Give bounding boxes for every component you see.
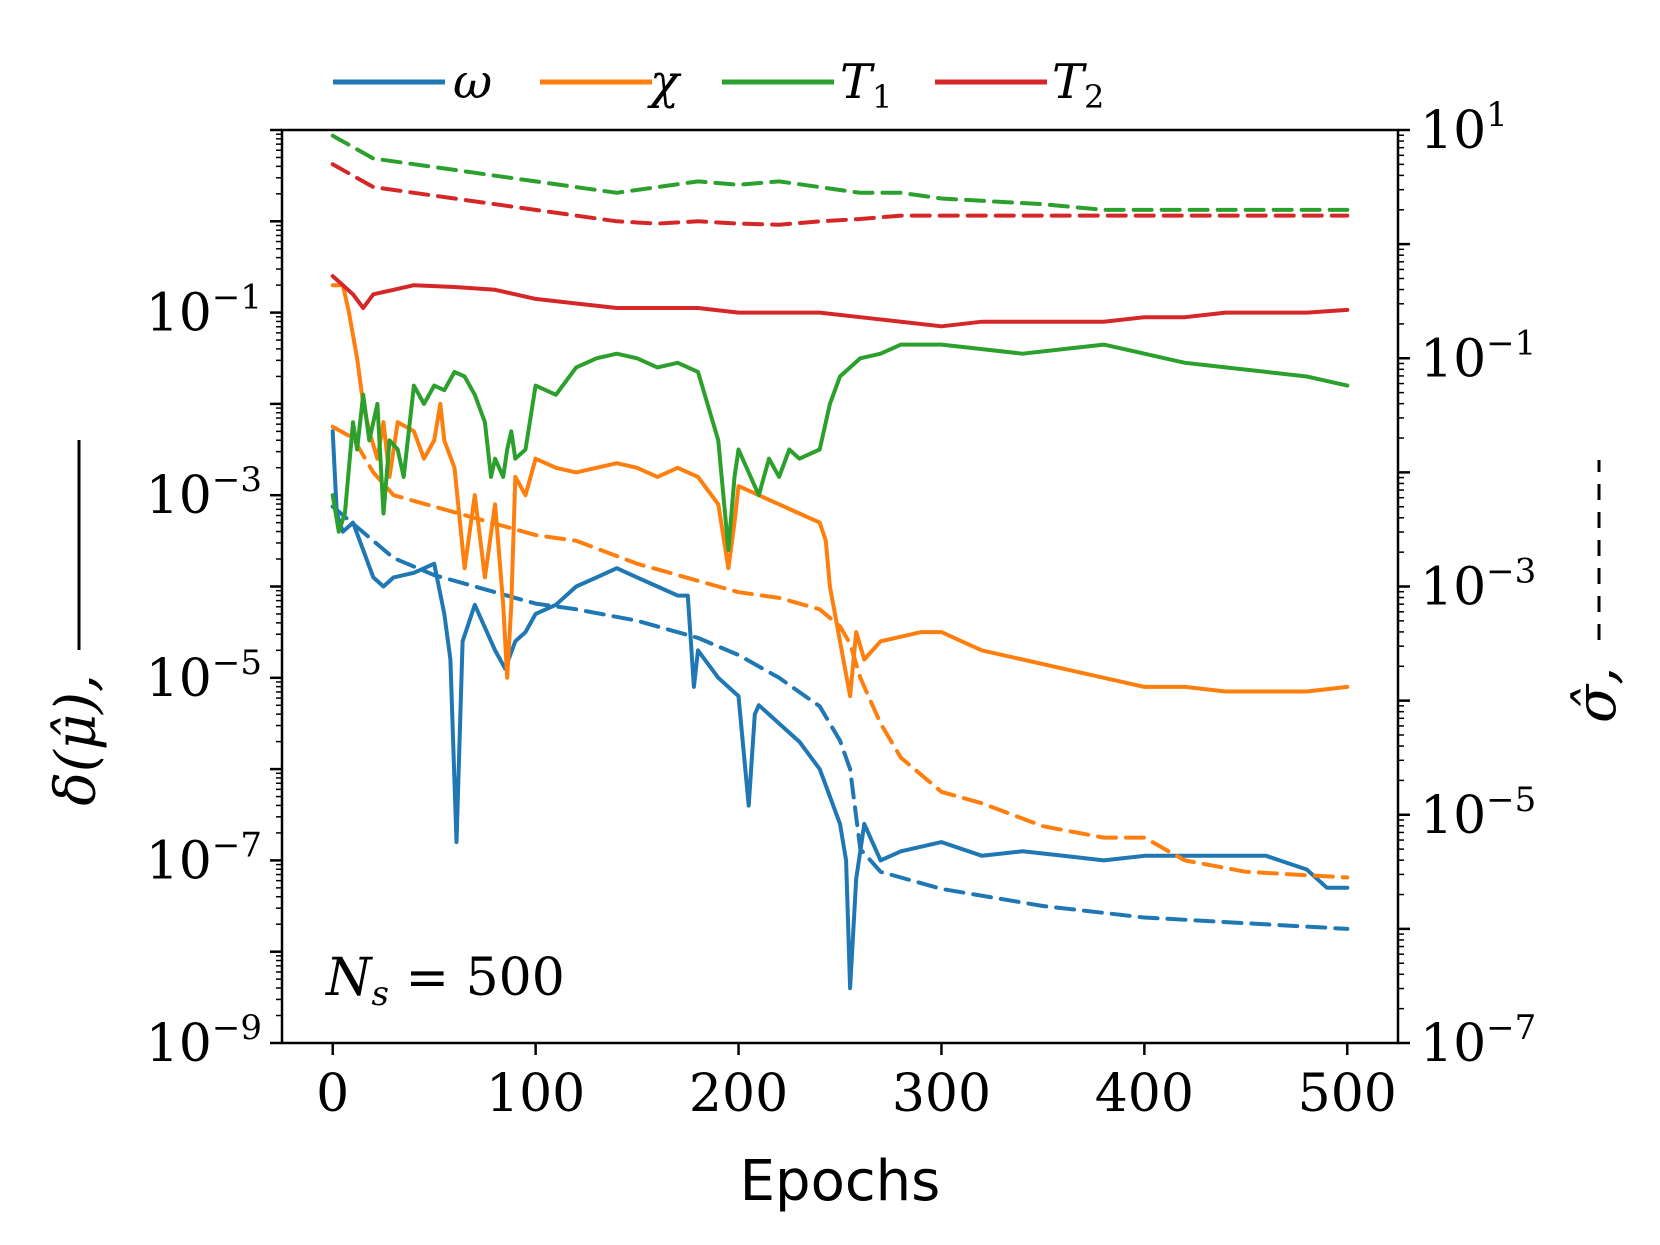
left-tick-label: 10−7 xyxy=(146,825,262,891)
right-tick-label: 10−3 xyxy=(1420,552,1536,618)
series-line-T2 xyxy=(330,274,1350,329)
legend-label-omega: ω xyxy=(453,54,492,110)
legend-label-T1-main: T xyxy=(840,54,875,110)
series-line-T1_sigma xyxy=(330,133,1350,212)
x-tick-label: 200 xyxy=(689,1064,788,1124)
series-line-omega xyxy=(330,429,1350,991)
legend-label-T2-main: T xyxy=(1052,54,1087,110)
right-y-axis: 10−7 10−5 10−3 10−1 101 xyxy=(1398,95,1536,1074)
left-tick-label: 10−3 xyxy=(146,460,262,526)
series-line-T1 xyxy=(330,342,1350,552)
series-line-omega_sigma xyxy=(330,504,1350,931)
right-tick-label: 10−7 xyxy=(1420,1008,1536,1074)
right-y-label-group: σ̂, xyxy=(1564,460,1629,723)
left-y-label-group: δ(μ̂), xyxy=(44,440,109,806)
right-tick-label: 10−1 xyxy=(1420,323,1536,389)
series-line-chi xyxy=(330,283,1350,699)
left-tick-label: 10−5 xyxy=(146,643,262,709)
right-tick-label: 10−5 xyxy=(1420,780,1536,846)
left-tick-label: 10−9 xyxy=(146,1008,262,1074)
left-y-axis-label: δ(μ̂), xyxy=(44,674,109,806)
series-line-T2_sigma xyxy=(330,162,1350,227)
legend: ω χ T1 T2 xyxy=(333,54,1104,116)
annotation-rest: = 500 xyxy=(389,948,565,1008)
x-tick-label: 100 xyxy=(486,1064,585,1124)
x-axis-label: Epochs xyxy=(740,1149,941,1214)
x-axis: 0 100 200 300 400 500 xyxy=(316,1043,1397,1124)
x-tick-label: 0 xyxy=(316,1064,349,1124)
plot-frame xyxy=(280,128,1400,1045)
left-tick-label: 10−1 xyxy=(146,278,262,344)
legend-label-T1-sub: 1 xyxy=(872,78,892,116)
legend-label-chi: χ xyxy=(647,54,682,110)
right-tick-label: 101 xyxy=(1420,95,1508,161)
annotation: Ns = 500 xyxy=(324,948,565,1014)
annotation-sub: s xyxy=(372,974,389,1014)
annotation-main: N xyxy=(324,948,373,1008)
x-tick-label: 400 xyxy=(1095,1064,1194,1124)
x-tick-label: 300 xyxy=(892,1064,991,1124)
x-tick-label: 500 xyxy=(1298,1064,1397,1124)
right-y-axis-label: σ̂, xyxy=(1564,667,1629,723)
legend-label-T2-sub: 2 xyxy=(1084,78,1104,116)
legend-label-T1: T1 xyxy=(840,54,892,116)
series-line-chi_sigma xyxy=(330,424,1350,880)
legend-label-T2: T2 xyxy=(1052,54,1104,116)
series-layer xyxy=(330,133,1350,991)
left-y-axis: 10−9 10−7 10−5 10−3 10−1 xyxy=(146,128,282,1074)
